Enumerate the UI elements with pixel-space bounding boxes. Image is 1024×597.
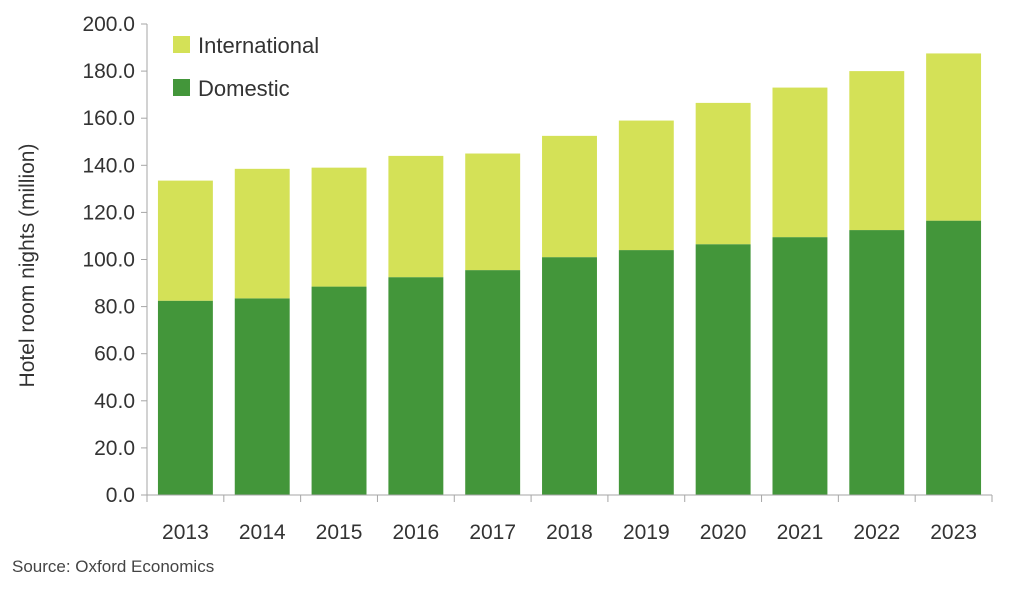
bar-international-2016 (388, 155, 444, 278)
x-tick-label: 2019 (623, 521, 670, 544)
bar-domestic-2020 (695, 244, 751, 495)
x-tick-label: 2015 (316, 521, 363, 544)
bar-international-2014 (234, 168, 290, 299)
legend-label-international: International (198, 33, 319, 58)
bar-domestic-2013 (157, 300, 213, 495)
bar-international-2022 (849, 71, 905, 231)
y-tick-label: 0.0 (106, 484, 135, 507)
y-tick-label: 60.0 (94, 343, 135, 366)
x-tick-label: 2023 (930, 521, 977, 544)
source-note: Source: Oxford Economics (12, 557, 215, 576)
y-tick-label: 120.0 (82, 201, 135, 224)
x-tick-label: 2022 (853, 521, 900, 544)
legend-swatch-domestic (173, 79, 190, 96)
x-tick-label: 2021 (777, 521, 824, 544)
bar-domestic-2019 (618, 250, 674, 495)
bar-domestic-2018 (542, 257, 597, 495)
bar-international-2023 (926, 53, 982, 221)
bar-international-2017 (465, 153, 521, 271)
x-tick-label: 2013 (162, 521, 209, 544)
y-tick-label: 100.0 (82, 249, 135, 272)
bar-domestic-2016 (388, 277, 444, 495)
bar-domestic-2022 (849, 230, 905, 495)
y-tick-label: 180.0 (82, 60, 135, 83)
bar-international-2013 (157, 180, 213, 301)
x-tick-label: 2020 (700, 521, 747, 544)
x-tick-label: 2018 (546, 521, 593, 544)
bar-domestic-2023 (926, 220, 982, 495)
bar-domestic-2021 (772, 237, 828, 495)
bar-international-2021 (772, 87, 828, 238)
y-tick-label: 160.0 (82, 107, 135, 130)
bar-international-2020 (695, 102, 751, 245)
bar-domestic-2017 (465, 270, 521, 495)
legend-swatch-international (173, 36, 190, 53)
bar-international-2019 (618, 120, 674, 251)
y-axis-title: Hotel room nights (million) (16, 144, 39, 388)
y-tick-label: 140.0 (82, 154, 135, 177)
bar-domestic-2014 (234, 298, 290, 495)
legend-label-domestic: Domestic (198, 76, 290, 101)
y-tick-label: 40.0 (94, 390, 135, 413)
bar-international-2015 (311, 167, 367, 287)
x-tick-label: 2014 (239, 521, 286, 544)
x-tick-label: 2017 (469, 521, 516, 544)
y-tick-label: 80.0 (94, 296, 135, 319)
bar-international-2018 (542, 135, 597, 258)
y-tick-label: 20.0 (94, 437, 135, 460)
x-tick-label: 2016 (393, 521, 440, 544)
y-tick-label: 200.0 (82, 13, 135, 36)
bar-domestic-2015 (311, 286, 367, 495)
